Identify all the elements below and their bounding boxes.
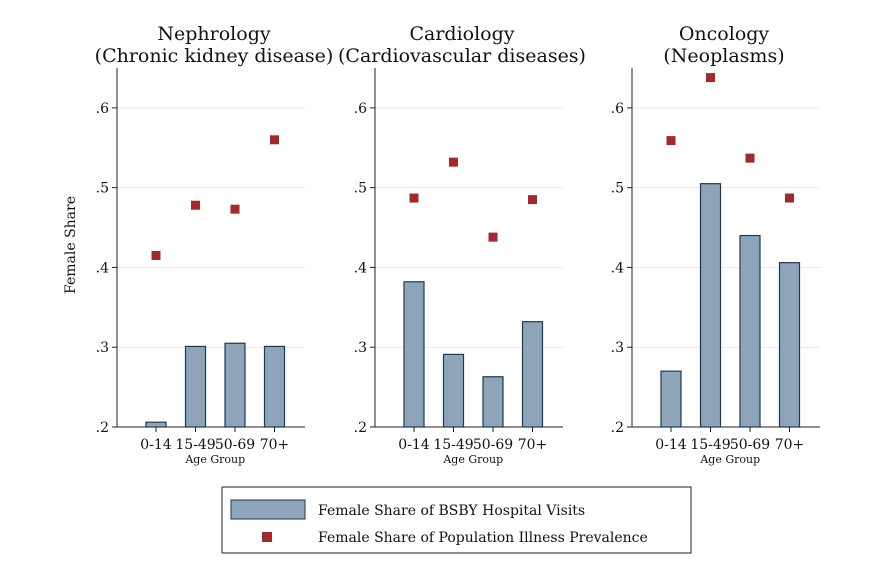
x-tick-label: 0-14 xyxy=(398,437,430,453)
y-tick-label: .2 xyxy=(354,420,367,436)
y-tick-label: .5 xyxy=(96,181,109,197)
bar xyxy=(184,345,207,428)
bar xyxy=(699,183,722,428)
y-axis-label: Female Share xyxy=(63,196,79,294)
prevalence-marker xyxy=(230,204,240,214)
bar xyxy=(263,345,286,428)
y-tick-label: .6 xyxy=(96,101,109,117)
prevalence-marker xyxy=(270,135,279,145)
panel-title-line2: (Neoplasms) xyxy=(663,45,784,67)
y-tick-label: .4 xyxy=(611,260,624,276)
panel-2: Cardiology(Cardiovascular diseases) .2 .3.… xyxy=(338,23,586,466)
y-tick-label: .2 xyxy=(96,420,109,436)
x-tick-label: 70+ xyxy=(518,437,548,453)
bar xyxy=(778,262,801,428)
prevalence-marker xyxy=(151,250,161,260)
prevalence-marker xyxy=(449,157,458,167)
prevalence-marker xyxy=(666,136,676,146)
bar xyxy=(224,342,246,428)
prevalence-marker xyxy=(745,153,755,163)
x-tick-label: 50-69 xyxy=(730,437,770,453)
x-tick-label: 70+ xyxy=(260,437,290,453)
panel-3: Oncology(Neoplasms) .2 .3 .4 .5 .6 0-14 15-49 50… xyxy=(611,23,820,466)
y-tick-label: .6 xyxy=(611,101,624,117)
x-axis-label: Age Group xyxy=(442,453,503,466)
x-tick-label: 50-69 xyxy=(215,437,255,453)
panel-title-line1: Nephrology xyxy=(157,23,270,45)
x-tick-label: 70+ xyxy=(775,437,805,453)
x-tick-label: 15-49 xyxy=(690,437,730,453)
legend: Female Share of BSBY Hospital Visits Fem… xyxy=(221,486,692,554)
legend-label-marker: Female Share of Population Illness Preva… xyxy=(318,530,648,546)
prevalence-marker xyxy=(528,195,537,205)
x-tick-label: 15-49 xyxy=(433,437,473,453)
prevalence-marker xyxy=(409,193,419,203)
x-tick-label: 0-14 xyxy=(140,437,172,453)
x-axis-label: Age Group xyxy=(699,453,760,466)
y-tick-label: .3 xyxy=(354,340,367,356)
bar xyxy=(521,321,544,428)
panel-title-line1: Cardiology xyxy=(409,23,514,45)
y-tick-label: .6 xyxy=(354,101,367,117)
panel-title-line1: Oncology xyxy=(679,23,770,45)
y-tick-label: .3 xyxy=(611,340,624,356)
bar xyxy=(442,353,465,428)
y-tick-label: .4 xyxy=(354,260,367,276)
bar xyxy=(403,281,425,428)
legend-label-bar: Female Share of BSBY Hospital Visits xyxy=(318,503,585,519)
prevalence-marker xyxy=(191,200,200,210)
panel-1: Nephrology(Chronic kidney disease) .2 .3 .4… xyxy=(95,23,334,466)
panel-title-line2: (Cardiovascular diseases) xyxy=(338,45,586,67)
bar xyxy=(482,376,504,428)
y-tick-label: .3 xyxy=(96,340,109,356)
x-tick-label: 15-49 xyxy=(175,437,215,453)
y-tick-label: .5 xyxy=(611,181,624,197)
x-tick-label: 50-69 xyxy=(473,437,513,453)
prevalence-marker xyxy=(785,193,794,203)
bar xyxy=(145,421,167,428)
y-tick-label: .2 xyxy=(611,420,624,436)
x-tick-label: 0-14 xyxy=(655,437,687,453)
legend-marker-swatch xyxy=(262,532,272,542)
bar xyxy=(660,370,682,428)
y-tick-label: .5 xyxy=(354,181,367,197)
x-axis-label: Age Group xyxy=(184,453,245,466)
prevalence-marker xyxy=(488,232,498,242)
prevalence-marker xyxy=(706,73,715,83)
legend-bar-swatch xyxy=(230,499,306,520)
panel-title-line2: (Chronic kidney disease) xyxy=(95,45,334,67)
bar xyxy=(739,234,761,428)
y-tick-label: .4 xyxy=(96,260,109,276)
legend-box xyxy=(221,486,692,554)
